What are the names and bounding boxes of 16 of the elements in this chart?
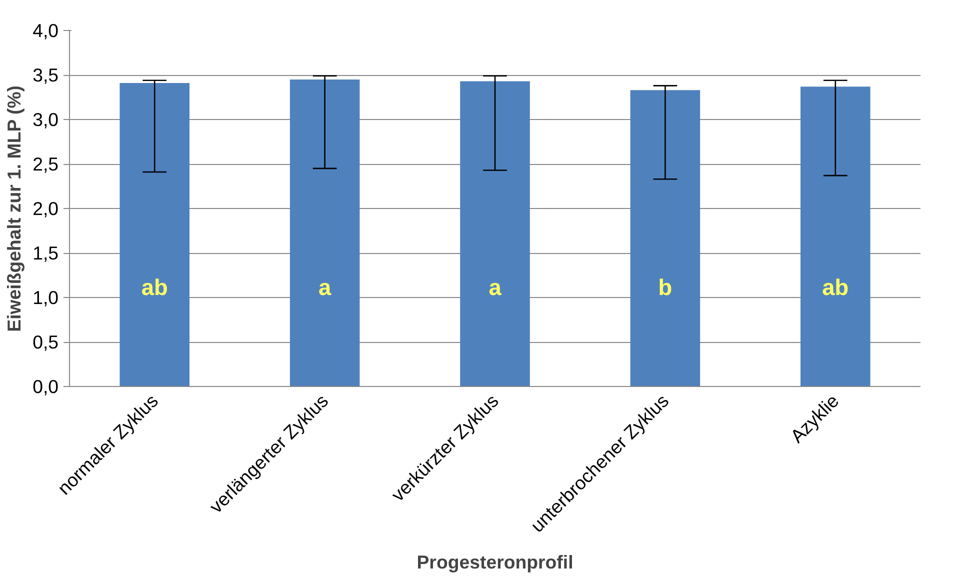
- y-tick-label: 0,5: [32, 332, 59, 352]
- annotation: a: [488, 274, 502, 300]
- y-tick-label: 2,0: [32, 198, 59, 219]
- y-tick-label: 3,0: [32, 109, 59, 130]
- y-tick-label: 4,0: [32, 20, 59, 41]
- y-tick-label: 0,0: [32, 376, 59, 397]
- x-axis-title: Progesteronprofil: [416, 552, 574, 573]
- annotation: b: [658, 274, 672, 300]
- annotation: a: [318, 274, 332, 300]
- y-tick-label: 2,5: [32, 154, 59, 174]
- y-axis-title: Eiweißgehalt zur 1. MLP (%): [4, 85, 25, 332]
- annotation: ab: [141, 274, 168, 300]
- y-tick-label: 1,0: [32, 287, 59, 308]
- annotation: ab: [822, 274, 849, 300]
- y-tick-label: 1,5: [32, 242, 59, 264]
- y-tick-label: 3,5: [32, 64, 59, 86]
